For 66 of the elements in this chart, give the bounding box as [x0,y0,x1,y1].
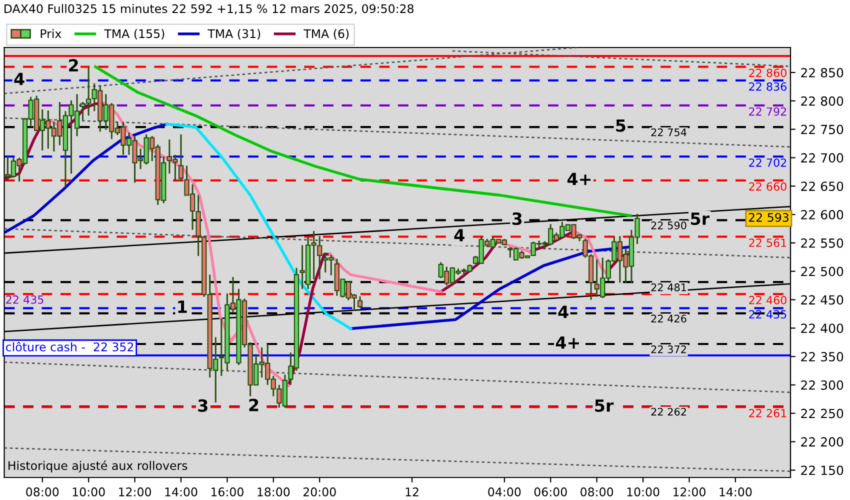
annotation: 5r [595,400,614,412]
annotation: 3 [512,212,522,226]
y-tick-label: 22 750 [801,124,844,134]
ref-line-label: 22 590 [651,222,686,230]
ref-line-label: 22 261 [749,408,786,418]
legend-label: Prix [40,28,62,38]
x-tick-label: 12:00 [119,487,152,496]
y-tick-label: 22 250 [801,408,844,418]
x-tick-label: 04:00 [488,487,521,496]
ref-line-label: 22 561 [749,238,786,247]
x-tick-label: 08:00 [580,487,614,496]
y-tick-label: 22 350 [801,352,844,362]
x-tick-label: 10:00 [72,487,105,496]
ref-line-label: 22 792 [749,107,786,116]
annotation: 4 [14,72,24,86]
legend-label: TMA (155) [104,29,164,40]
x-tick-label: 10:00 [627,487,660,496]
ref-line-label: 22 860 [749,68,786,78]
ref-line-label: 22 836 [749,82,786,91]
x-tick-label: 14:00 [165,487,198,496]
x-tick-label: 18:00 [258,487,290,496]
x-tick-label: 20:00 [303,487,336,496]
x-tick-label: 06:00 [534,487,567,496]
annotation: 3 [198,399,208,412]
x-tick-label: 16:00 [211,487,244,496]
legend-label: TMA (31) [208,29,260,40]
annotation: 22 593 [748,212,788,222]
annotation: 4 [558,306,568,318]
ref-line-label: 22 426 [651,314,686,323]
y-tick-label: 22 800 [801,96,844,106]
chart-title: DAX40 Full0325 15 minutes 22 592 +1,15 % 12 mars 2025, 09:50:28 [4,4,414,14]
x-tick-label: 12 [406,487,418,496]
ref-line-label: 22 754 [651,128,686,136]
ref-line-label: 22 262 [651,408,686,416]
annotation: 4 [454,229,464,242]
y-tick-label: 22 550 [801,238,844,248]
ref-line-label: clôture cash - 22 352 [6,342,134,352]
annotation: 5r [691,212,710,226]
x-tick-label: 08:00 [26,487,59,496]
y-tick-label: 22 150 [801,466,844,476]
y-tick-label: 22 600 [801,210,844,220]
y-tick-label: 22 300 [801,380,844,390]
x-tick-label: 12:00 [674,487,706,496]
annotation: 1 [178,300,187,313]
y-tick-label: 22 400 [801,324,844,334]
ref-line-label: 22 435 [749,310,786,319]
legend-label: TMA (6) [304,29,349,40]
annotation: 2 [249,398,258,412]
annotation: 2 [69,59,78,72]
annotation: 22 435 [6,295,44,304]
ref-line-label: 22 660 [749,182,786,191]
ref-line-label: 22 702 [749,158,786,167]
ref-line-label: 22 481 [651,283,686,292]
ref-line-label: 22 372 [651,345,686,354]
annotation: Historique ajusté aux rollovers [8,460,188,472]
annotation: 4+ [567,172,591,186]
y-tick-label: 22 700 [801,153,844,163]
annotation: 5 [616,119,626,132]
y-tick-label: 22 200 [801,437,844,447]
annotation: 4+ [556,336,579,349]
x-tick-label: 14:00 [720,487,752,496]
y-tick-label: 22 450 [801,295,844,305]
y-tick-label: 22 850 [801,68,844,78]
ref-line-label: 22 460 [749,296,786,304]
y-tick-label: 22 650 [801,182,844,192]
y-tick-label: 22 500 [801,266,844,276]
